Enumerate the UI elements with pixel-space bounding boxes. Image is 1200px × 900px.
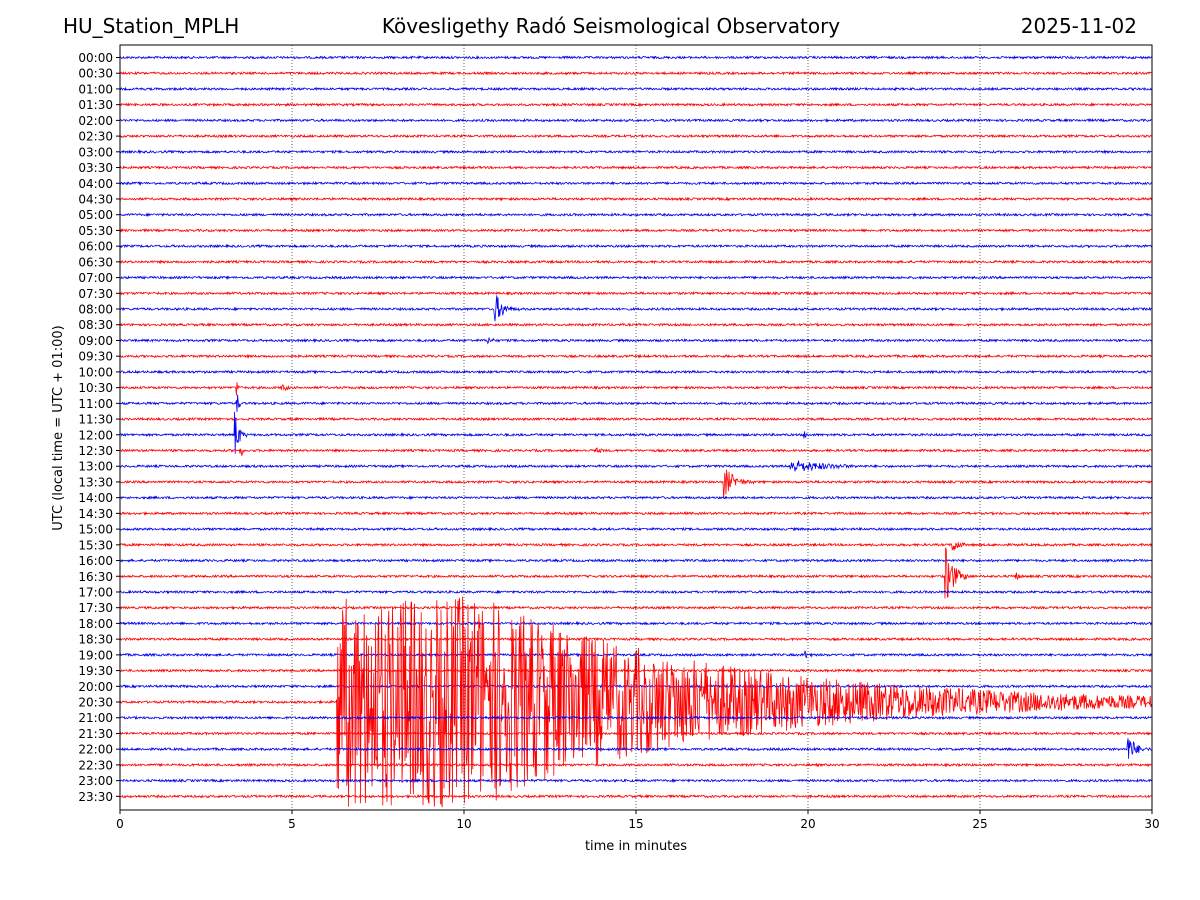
y-tick-label-08:30: 08:30 [78, 318, 113, 332]
y-tick-label-10:30: 10:30 [78, 381, 113, 395]
y-tick-label-21:00: 21:00 [78, 711, 113, 725]
trace-23:30 [119, 793, 1152, 799]
y-tick-label-02:30: 02:30 [78, 130, 113, 144]
trace-11:30 [119, 416, 1152, 422]
y-tick-label-05:30: 05:30 [78, 224, 113, 238]
y-axis-label: UTC (local time = UTC + 01:00) [51, 325, 66, 530]
y-tick-label-07:30: 07:30 [78, 287, 113, 301]
y-tick-label-01:00: 01:00 [78, 82, 113, 96]
y-tick-label-06:00: 06:00 [78, 240, 113, 254]
y-tick-label-20:00: 20:00 [78, 680, 113, 694]
y-tick-label-06:30: 06:30 [78, 255, 113, 269]
trace-01:30 [119, 102, 1152, 108]
x-tick-label-15: 15 [628, 817, 643, 831]
y-tick-label-14:00: 14:00 [78, 491, 113, 505]
y-tick-label-02:00: 02:00 [78, 114, 113, 128]
x-axis-label: time in minutes [585, 839, 687, 854]
y-tick-label-10:00: 10:00 [78, 365, 113, 379]
trace-09:00 [119, 337, 1152, 345]
y-tick-label-20:30: 20:30 [78, 696, 113, 710]
y-tick-label-12:30: 12:30 [78, 444, 113, 458]
y-tick-label-08:00: 08:00 [78, 303, 113, 317]
trace-20:00 [119, 683, 1152, 689]
trace-05:00 [119, 212, 1152, 218]
y-tick-label-17:30: 17:30 [78, 601, 113, 615]
y-tick-label-16:00: 16:00 [78, 554, 113, 568]
y-tick-label-13:30: 13:30 [78, 475, 113, 489]
y-tick-label-22:00: 22:00 [78, 743, 113, 757]
x-tick-label-5: 5 [288, 817, 296, 831]
y-tick-label-23:30: 23:30 [78, 790, 113, 804]
y-tick-label-21:30: 21:30 [78, 727, 113, 741]
trace-07:00 [119, 275, 1152, 281]
trace-22:00 [119, 738, 1152, 759]
y-tick-label-16:30: 16:30 [78, 570, 113, 584]
record-date: 2025-11-02 [1020, 14, 1137, 38]
y-tick-label-05:00: 05:00 [78, 208, 113, 222]
trace-07:30 [119, 290, 1152, 296]
y-tick-label-00:30: 00:30 [78, 67, 113, 81]
y-tick-label-15:30: 15:30 [78, 538, 113, 552]
trace-09:30 [119, 353, 1152, 359]
y-tick-label-11:30: 11:30 [78, 413, 113, 427]
trace-18:00 [119, 620, 1152, 627]
y-tick-label-19:00: 19:00 [78, 648, 113, 662]
y-tick-label-00:00: 00:00 [78, 51, 113, 65]
y-tick-label-03:30: 03:30 [78, 161, 113, 175]
y-tick-label-14:30: 14:30 [78, 507, 113, 521]
trace-12:30 [119, 447, 1152, 456]
x-tick-group: 0 5 10 15 20 25 30 [116, 810, 1160, 831]
y-tick-label-11:00: 11:00 [78, 397, 113, 411]
y-tick-label-12:00: 12:00 [78, 428, 113, 442]
y-tick-label-23:00: 23:00 [78, 774, 113, 788]
y-tick-label-15:00: 15:00 [78, 523, 113, 537]
observatory-title: Kövesligethy Radó Seismological Observat… [381, 14, 841, 38]
trace-group [119, 54, 1152, 808]
trace-21:30 [119, 730, 1152, 737]
y-tick-label-03:00: 03:00 [78, 145, 113, 159]
y-tick-label-22:30: 22:30 [78, 758, 113, 772]
trace-17:30 [119, 605, 1152, 611]
x-tick-label-25: 25 [972, 817, 987, 831]
trace-05:30 [119, 227, 1152, 233]
trace-03:00 [119, 149, 1152, 155]
y-tick-label-19:30: 19:30 [78, 664, 113, 678]
x-tick-label-20: 20 [800, 817, 815, 831]
y-tick-label-09:00: 09:00 [78, 334, 113, 348]
y-tick-label-01:30: 01:30 [78, 98, 113, 112]
trace-01:00 [119, 86, 1152, 92]
trace-06:30 [119, 259, 1152, 265]
y-tick-label-04:00: 04:00 [78, 177, 113, 191]
station-name: HU_Station_MPLH [63, 14, 240, 38]
trace-11:00 [119, 394, 1152, 412]
y-tick-label-07:00: 07:00 [78, 271, 113, 285]
y-tick-label-04:30: 04:30 [78, 192, 113, 206]
x-tick-label-0: 0 [116, 817, 124, 831]
y-tick-label-13:00: 13:00 [78, 460, 113, 474]
y-tick-label-09:30: 09:30 [78, 350, 113, 364]
x-tick-label-10: 10 [456, 817, 471, 831]
trace-08:00 [119, 295, 1152, 322]
y-tick-label-17:00: 17:00 [78, 585, 113, 599]
trace-14:00 [119, 495, 1152, 501]
y-tick-label-18:00: 18:00 [78, 617, 113, 631]
x-tick-label-30: 30 [1144, 817, 1159, 831]
trace-04:30 [119, 196, 1152, 202]
y-tick-label-18:30: 18:30 [78, 633, 113, 647]
trace-20:30 [119, 596, 1152, 808]
